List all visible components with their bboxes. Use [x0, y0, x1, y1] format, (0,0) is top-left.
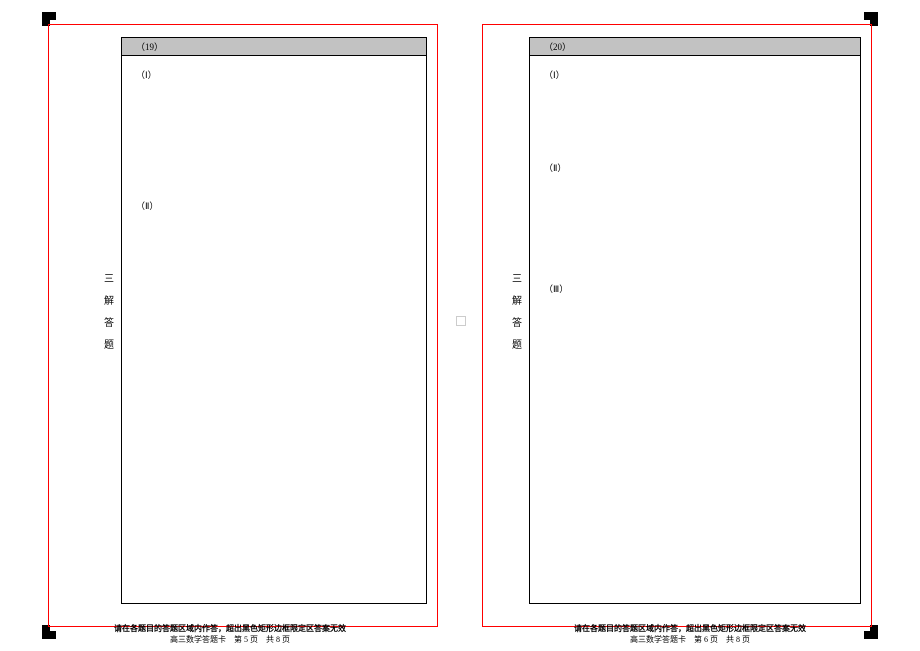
footer-page-number: 高三数学答题卡 第 5 页 共 8 页 [0, 634, 460, 645]
page-footer: 请在各题目的答题区域内作答，超出黑色矩形边框限定区答案无效 高三数学答题卡 第 … [460, 623, 920, 645]
question-number-bar: （20） [530, 38, 860, 56]
red-frame: 三 解 答 题 （19） （Ⅰ） （Ⅱ） [48, 24, 438, 627]
gutter-mark-icon [456, 316, 466, 326]
crop-mark-icon [42, 12, 56, 20]
footer-warning: 请在各题目的答题区域内作答，超出黑色矩形边框限定区答案无效 [0, 623, 460, 634]
red-frame: 三 解 答 题 （20） （Ⅰ） （Ⅱ） （Ⅲ） [482, 24, 872, 627]
page-right: 三 解 答 题 （20） （Ⅰ） （Ⅱ） （Ⅲ） 请在各题目的答题区域内作答，超… [460, 0, 920, 651]
page-left: 三 解 答 题 （19） （Ⅰ） （Ⅱ） 请在各题目的答题区域内作答，超出黑色矩… [0, 0, 460, 651]
side-char: 三 [102, 275, 116, 285]
spread: 三 解 答 题 （19） （Ⅰ） （Ⅱ） 请在各题目的答题区域内作答，超出黑色矩… [0, 0, 920, 651]
page-footer: 请在各题目的答题区域内作答，超出黑色矩形边框限定区答案无效 高三数学答题卡 第 … [0, 623, 460, 645]
answer-box: （20） （Ⅰ） （Ⅱ） （Ⅲ） [529, 37, 861, 604]
side-char: 解 [102, 297, 116, 307]
footer-warning: 请在各题目的答题区域内作答，超出黑色矩形边框限定区答案无效 [460, 623, 920, 634]
subpart-label: （Ⅱ） [530, 161, 860, 174]
question-number: （19） [136, 42, 163, 52]
side-char: 题 [510, 341, 524, 351]
answer-box: （19） （Ⅰ） （Ⅱ） [121, 37, 427, 604]
subpart-label: （Ⅰ） [530, 68, 860, 81]
footer-page-number: 高三数学答题卡 第 6 页 共 8 页 [460, 634, 920, 645]
crop-mark-icon [864, 12, 878, 20]
side-char: 三 [510, 275, 524, 285]
side-char: 答 [510, 319, 524, 329]
question-number: （20） [544, 42, 571, 52]
side-char: 答 [102, 319, 116, 329]
section-label-vertical: 三 解 答 题 [102, 275, 116, 363]
question-number-bar: （19） [122, 38, 426, 56]
subpart-label: （Ⅱ） [122, 199, 426, 212]
side-char: 解 [510, 297, 524, 307]
side-char: 题 [102, 341, 116, 351]
section-label-vertical: 三 解 答 题 [510, 275, 524, 363]
subpart-label: （Ⅲ） [530, 282, 860, 295]
subpart-label: （Ⅰ） [122, 68, 426, 81]
